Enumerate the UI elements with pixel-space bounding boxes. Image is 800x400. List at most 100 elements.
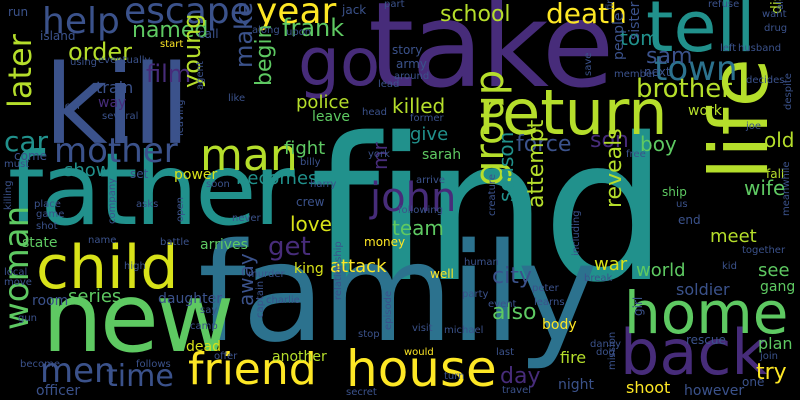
word-crew: crew: [296, 195, 325, 209]
word-killing: killing: [3, 180, 14, 210]
word-home: home: [624, 279, 789, 347]
word-save: save: [583, 52, 594, 76]
word-following: following: [398, 205, 443, 216]
word-another: another: [272, 349, 327, 365]
word-husband: husband: [738, 43, 782, 54]
word-battle: battle: [160, 237, 190, 248]
word-lead: lead: [378, 79, 400, 90]
word-camp: camp: [190, 321, 218, 332]
word-member: member: [614, 69, 657, 80]
word-leaving: leaving: [175, 99, 186, 136]
word-house: house: [346, 340, 497, 398]
word-night: night: [558, 377, 595, 393]
word-sister: sister: [627, 1, 643, 40]
word-eventually: eventually: [98, 55, 151, 66]
word-refuse: refuse: [708, 0, 740, 10]
word-well: well: [430, 267, 454, 281]
word-next: next: [644, 65, 671, 79]
word-city: city: [492, 264, 532, 289]
word-war: war: [594, 254, 628, 275]
word-soon: soon: [206, 179, 230, 190]
word-old: old: [764, 128, 795, 152]
word-return: return: [478, 76, 668, 149]
word-world: world: [636, 260, 686, 281]
word-place: place: [34, 199, 61, 210]
word-series: series: [68, 286, 122, 307]
word-secret: secret: [346, 387, 377, 398]
word-plan: plan: [758, 334, 793, 353]
word-car: car: [4, 125, 49, 158]
word-go: go: [298, 24, 381, 101]
word-tell: tell: [646, 0, 756, 68]
word-meet: meet: [710, 226, 757, 247]
word-murder: murder: [248, 269, 285, 280]
word-frank: frank: [282, 14, 345, 42]
word-party: party: [462, 289, 489, 300]
word-start: start: [160, 39, 184, 50]
word-gun: gun: [18, 313, 38, 324]
word-father: father: [8, 131, 295, 248]
word-season: season: [494, 131, 518, 202]
word-several: several: [102, 111, 139, 122]
word-free: free: [626, 149, 646, 160]
word-king: king: [294, 261, 324, 277]
word-break: break: [584, 273, 613, 284]
word-left: left: [720, 43, 737, 54]
word-never: never: [232, 213, 261, 224]
word-local: local: [4, 267, 28, 278]
word-attempt: attempt: [524, 119, 549, 208]
word-kill: kill: [44, 41, 190, 169]
word-fire: fire: [560, 348, 587, 367]
word-alien: alien: [775, 0, 786, 10]
word-leaf: leaf: [62, 101, 81, 112]
word-jack: jack: [342, 3, 367, 17]
word-despite: despite: [783, 73, 794, 110]
word-new: new: [42, 262, 234, 374]
word-train: train: [96, 78, 134, 97]
word-last: last: [496, 347, 515, 358]
word-order: order: [68, 38, 132, 66]
word-agent: agent: [195, 61, 206, 90]
word-become: become: [20, 359, 61, 370]
word-finally: finally: [605, 0, 616, 10]
word-learns: learns: [534, 297, 565, 308]
word-soldier: soldier: [676, 280, 730, 299]
word-together: together: [742, 245, 786, 256]
word-film: film: [146, 60, 192, 88]
word-boy: boy: [640, 132, 677, 156]
word-people: people: [611, 12, 627, 60]
word-back: back: [620, 316, 768, 389]
word-way: way: [98, 95, 127, 111]
word-say: say: [200, 305, 218, 316]
word-find: find: [310, 95, 668, 326]
word-set: set: [130, 167, 149, 181]
word-take: take: [368, 0, 614, 114]
word-john: john: [370, 175, 457, 221]
word-michael: michael: [444, 325, 484, 336]
word-billy: billy: [300, 157, 321, 168]
word-shoot: shoot: [626, 378, 671, 397]
word-force: force: [516, 132, 572, 157]
word-police: police: [296, 92, 350, 113]
word-power: power: [174, 167, 218, 183]
word-town: town: [654, 49, 738, 89]
word-army: army: [396, 57, 427, 71]
word-joe: joe: [746, 121, 762, 132]
word-brother: brother: [636, 74, 732, 104]
word-one: one: [742, 375, 765, 389]
word-name: name: [88, 235, 117, 246]
word-gang: gang: [760, 279, 796, 295]
word-us: us: [676, 199, 688, 210]
word-later: later: [1, 34, 39, 108]
word-arrives: arrives: [200, 237, 248, 253]
word-fall: fall: [766, 167, 785, 181]
word-rescue: rescue: [686, 333, 726, 347]
word-former: former: [410, 113, 444, 124]
word-upon: upon: [286, 27, 312, 38]
word-like: like: [228, 93, 246, 104]
word-school: school: [440, 2, 511, 27]
word-using: using: [70, 57, 98, 68]
word-give: give: [410, 124, 449, 145]
word-help: help: [42, 1, 120, 42]
word-sam: sam: [646, 44, 693, 69]
